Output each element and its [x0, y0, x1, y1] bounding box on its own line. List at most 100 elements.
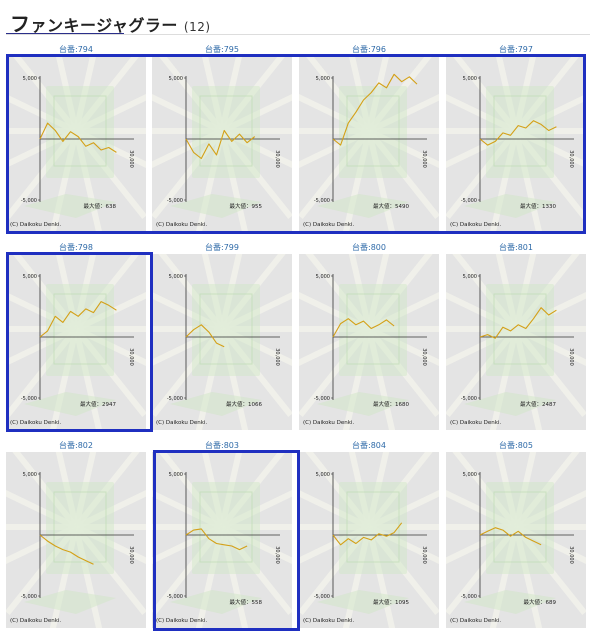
- light-ray: [201, 56, 225, 132]
- light-ray: [366, 525, 439, 615]
- light-ray: [446, 327, 519, 417]
- machine-number-link[interactable]: 台番:799: [205, 243, 239, 252]
- y-label-top: 5,000: [23, 274, 37, 280]
- copyright-text: (C) Daikoku Denki.: [303, 222, 354, 228]
- reel-window-shape: [486, 284, 554, 376]
- logo-plate-shape: [170, 194, 262, 218]
- max-value: 1066: [248, 402, 262, 408]
- copyright-text: (C) Daikoku Denki.: [450, 420, 501, 426]
- slump-graph-panel[interactable]: 5,000 -5,000 30,000 最大値：638 (C) Daikoku Denk…: [6, 56, 146, 232]
- light-ray: [152, 327, 225, 417]
- slump-graph-panel[interactable]: 5,000 -5,000 30,000 最大値：2947 (C) Daikoku Den…: [6, 254, 146, 430]
- slump-graph-panel[interactable]: 5,000 -5,000 30,000 (C) Daikoku Denki.: [6, 452, 146, 628]
- light-ray: [73, 526, 103, 628]
- slump-graph-panel[interactable]: 5,000 -5,000 30,000 最大値：2487 (C) Daikoku Den…: [446, 254, 586, 430]
- reel-window-shape: [46, 86, 114, 178]
- background-decoration: [446, 254, 586, 430]
- y-label-bottom: -5,000: [314, 396, 330, 402]
- light-ray: [219, 452, 286, 529]
- max-value: 955: [252, 204, 263, 210]
- slump-line: [479, 307, 557, 339]
- slump-line: [332, 73, 418, 146]
- light-ray: [348, 254, 372, 330]
- machine-number-link[interactable]: 台番:796: [352, 45, 386, 54]
- logo-plate-shape: [170, 392, 262, 416]
- light-ray: [513, 525, 586, 615]
- slump-graph-panel[interactable]: 5,000 -5,000 30,000 最大値：1330 (C) Daikoku Den…: [446, 56, 586, 232]
- light-ray: [73, 56, 97, 132]
- slump-line: [39, 534, 94, 565]
- light-ray: [219, 130, 249, 232]
- light-ray: [152, 129, 225, 219]
- light-ray: [73, 254, 97, 330]
- y-label-top: 5,000: [169, 274, 183, 280]
- background-decoration: [299, 452, 439, 628]
- light-ray: [74, 93, 146, 134]
- max-value-prefix: 最大値：: [229, 202, 251, 210]
- max-value-prefix: 最大値：: [373, 400, 395, 408]
- slump-line: [332, 318, 395, 338]
- logo-plate-shape: [464, 194, 556, 218]
- background-decoration: [446, 56, 586, 232]
- slump-graph: 5,000 -5,000 30,000 最大値：5490 (C) Daikoku Den…: [299, 56, 439, 232]
- y-label-bottom: -5,000: [167, 198, 183, 204]
- machine-number-link[interactable]: 台番:794: [59, 45, 93, 54]
- light-ray: [299, 327, 372, 417]
- machine-number-link[interactable]: 台番:805: [499, 441, 533, 450]
- copyright-text: (C) Daikoku Denki.: [303, 420, 354, 426]
- logo-plate-shape: [317, 590, 409, 614]
- machine-number-link[interactable]: 台番:795: [205, 45, 239, 54]
- slump-graph-panel[interactable]: 5,000 -5,000 30,000 最大値：558 (C) Daikoku Denk…: [152, 452, 292, 628]
- machine-number-link[interactable]: 台番:802: [59, 441, 93, 450]
- machine-number-link[interactable]: 台番:804: [352, 441, 386, 450]
- reel-frame-shape: [199, 491, 253, 563]
- light-ray: [158, 56, 225, 133]
- max-value: 638: [106, 204, 117, 210]
- y-label-bottom: -5,000: [461, 198, 477, 204]
- slump-graph-panel[interactable]: 5,000 -5,000 30,000 最大値：1680 (C) Daikoku Den…: [299, 254, 439, 430]
- slump-graph-panel[interactable]: 5,000 -5,000 30,000 最大値：955 (C) Daikoku Denk…: [152, 56, 292, 232]
- light-ray: [342, 526, 372, 628]
- machine-number-link[interactable]: 台番:797: [499, 45, 533, 54]
- max-value: 2487: [542, 402, 556, 408]
- max-value-label: 最大値：689: [523, 598, 556, 606]
- background-decoration: [6, 56, 146, 232]
- light-ray: [73, 254, 140, 331]
- light-ray: [513, 452, 537, 528]
- light-ray: [6, 525, 79, 615]
- reel-window-shape: [486, 86, 554, 178]
- copyright-text: (C) Daikoku Denki.: [10, 420, 61, 426]
- light-ray: [366, 452, 433, 529]
- light-ray: [446, 525, 519, 615]
- machine-number-link[interactable]: 台番:800: [352, 243, 386, 252]
- light-ray: [495, 452, 519, 528]
- x-label-right: 30,000: [568, 150, 574, 168]
- light-ray: [6, 129, 79, 219]
- slump-graph-panel[interactable]: 5,000 -5,000 30,000 最大値：689 (C) Daikoku Denk…: [446, 452, 586, 628]
- slump-line: [185, 324, 225, 348]
- max-value-label: 最大値：955: [229, 202, 262, 210]
- reel-frame-shape: [493, 491, 547, 563]
- slump-graph: 5,000 -5,000 30,000 最大値：1330 (C) Daikoku Den…: [446, 56, 586, 232]
- slump-graph-panel[interactable]: 5,000 -5,000 30,000 最大値：1066 (C) Daikoku Den…: [152, 254, 292, 430]
- light-ray: [74, 489, 146, 530]
- machine-number-link[interactable]: 台番:798: [59, 243, 93, 252]
- light-ray: [49, 526, 79, 628]
- slump-graph-panel[interactable]: 5,000 -5,000 30,000 最大値：5490 (C) Daikoku Den…: [299, 56, 439, 232]
- slump-graph-panel[interactable]: 5,000 -5,000 30,000 最大値：1095 (C) Daikoku Den…: [299, 452, 439, 628]
- y-label-bottom: -5,000: [167, 396, 183, 402]
- logo-plate-shape: [464, 392, 556, 416]
- slump-line: [39, 301, 117, 338]
- y-label-bottom: -5,000: [314, 198, 330, 204]
- copyright-text: (C) Daikoku Denki.: [450, 618, 501, 624]
- reel-frame-shape: [493, 95, 547, 167]
- max-value-prefix: 最大値：: [229, 598, 251, 606]
- light-ray: [513, 327, 586, 417]
- light-ray: [452, 56, 519, 133]
- machine-number-link[interactable]: 台番:801: [499, 243, 533, 252]
- light-ray: [73, 328, 103, 430]
- x-label-right: 30,000: [128, 546, 134, 564]
- light-ray: [446, 291, 518, 332]
- light-ray: [342, 328, 372, 430]
- machine-number-link[interactable]: 台番:803: [205, 441, 239, 450]
